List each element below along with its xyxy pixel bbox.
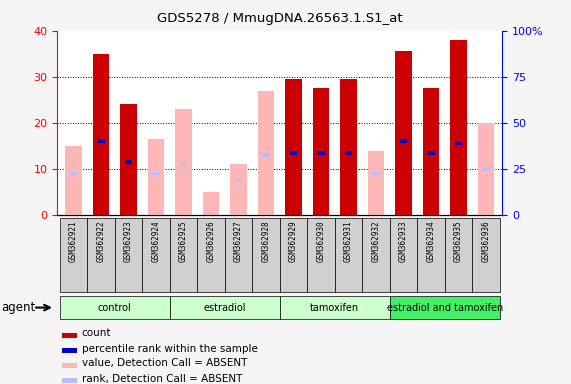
Text: control: control [98, 303, 132, 313]
Text: GSM362930: GSM362930 [316, 221, 325, 262]
Text: GSM362921: GSM362921 [69, 221, 78, 262]
Text: GDS5278 / MmugDNA.26563.1.S1_at: GDS5278 / MmugDNA.26563.1.S1_at [157, 12, 403, 25]
FancyBboxPatch shape [142, 218, 170, 292]
Text: count: count [82, 328, 111, 338]
Bar [120, 104, 137, 215]
Bar [290, 151, 297, 155]
Text: rank, Detection Call = ABSENT: rank, Detection Call = ABSENT [82, 374, 242, 384]
Bar [427, 151, 435, 155]
FancyBboxPatch shape [417, 218, 445, 292]
Bar [317, 151, 325, 155]
Bar [230, 164, 247, 215]
Bar [175, 109, 192, 215]
FancyBboxPatch shape [472, 218, 500, 292]
Bar [70, 172, 77, 175]
Bar [262, 153, 270, 157]
Text: GSM362931: GSM362931 [344, 221, 353, 262]
FancyBboxPatch shape [445, 218, 472, 292]
Bar [203, 192, 219, 215]
Bar [125, 160, 132, 164]
Text: GSM362927: GSM362927 [234, 221, 243, 262]
FancyBboxPatch shape [335, 218, 362, 292]
Bar [98, 139, 105, 143]
Bar [400, 139, 407, 143]
FancyBboxPatch shape [280, 218, 307, 292]
Text: GSM362934: GSM362934 [427, 221, 436, 262]
Bar [423, 88, 439, 215]
Bar [258, 91, 274, 215]
Bar [286, 79, 302, 215]
FancyBboxPatch shape [390, 296, 500, 319]
Text: GSM362926: GSM362926 [207, 221, 216, 262]
Bar [451, 40, 467, 215]
FancyBboxPatch shape [225, 218, 252, 292]
Bar [340, 79, 357, 215]
Bar [313, 88, 329, 215]
Text: GSM362925: GSM362925 [179, 221, 188, 262]
Bar [478, 123, 494, 215]
FancyBboxPatch shape [60, 218, 87, 292]
Text: agent: agent [2, 301, 36, 314]
Bar [65, 146, 82, 215]
Bar [395, 51, 412, 215]
Bar [455, 142, 462, 146]
Bar [372, 172, 380, 175]
FancyBboxPatch shape [115, 218, 142, 292]
Bar [62, 378, 77, 383]
Text: GSM362935: GSM362935 [454, 221, 463, 262]
FancyBboxPatch shape [198, 218, 225, 292]
Text: GSM362924: GSM362924 [151, 221, 160, 262]
Bar [152, 172, 160, 175]
Bar [93, 54, 109, 215]
Text: GSM362928: GSM362928 [262, 221, 271, 262]
Text: GSM362929: GSM362929 [289, 221, 298, 262]
Bar [148, 139, 164, 215]
Bar [235, 179, 242, 182]
Text: GSM362936: GSM362936 [481, 221, 490, 262]
Text: value, Detection Call = ABSENT: value, Detection Call = ABSENT [82, 358, 247, 368]
FancyBboxPatch shape [390, 218, 417, 292]
Text: GSM362922: GSM362922 [96, 221, 106, 262]
Bar [482, 167, 490, 171]
Bar [62, 348, 77, 353]
Bar [180, 162, 187, 166]
Bar [345, 151, 352, 155]
FancyBboxPatch shape [170, 218, 198, 292]
Text: estradiol: estradiol [203, 303, 246, 313]
FancyBboxPatch shape [252, 218, 280, 292]
Text: estradiol and tamoxifen: estradiol and tamoxifen [387, 303, 503, 313]
FancyBboxPatch shape [362, 218, 390, 292]
FancyBboxPatch shape [307, 218, 335, 292]
Text: GSM362932: GSM362932 [372, 221, 380, 262]
FancyBboxPatch shape [60, 296, 170, 319]
Text: GSM362923: GSM362923 [124, 221, 133, 262]
Bar [368, 151, 384, 215]
Bar [62, 333, 77, 338]
FancyBboxPatch shape [170, 296, 280, 319]
Text: percentile rank within the sample: percentile rank within the sample [82, 344, 258, 354]
Text: tamoxifen: tamoxifen [310, 303, 359, 313]
FancyBboxPatch shape [87, 218, 115, 292]
FancyBboxPatch shape [280, 296, 390, 319]
Text: GSM362933: GSM362933 [399, 221, 408, 262]
Bar [62, 363, 77, 368]
